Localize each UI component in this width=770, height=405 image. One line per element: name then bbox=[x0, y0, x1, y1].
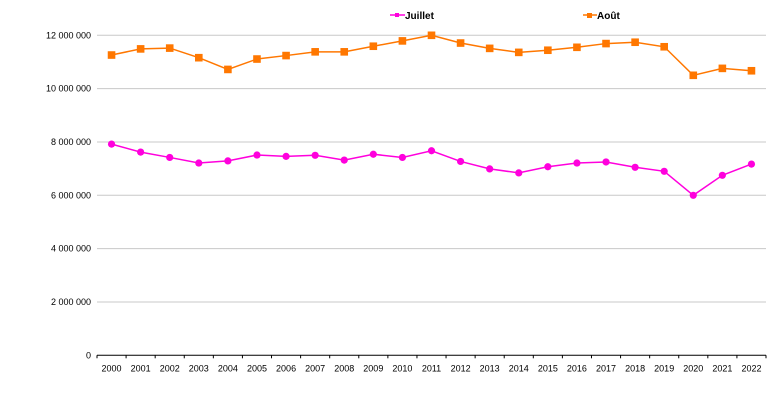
data-point[interactable] bbox=[136, 45, 145, 53]
x-tick-label: 2019 bbox=[654, 363, 674, 373]
data-point[interactable] bbox=[166, 153, 174, 162]
data-point[interactable] bbox=[747, 160, 756, 168]
x-tick-label: 2022 bbox=[741, 363, 761, 373]
x-tick-label: 2021 bbox=[712, 363, 732, 373]
legend: Juillet Août bbox=[390, 11, 620, 22]
y-tick-label: 2 000 000 bbox=[51, 297, 91, 307]
series-août bbox=[107, 31, 756, 80]
data-point[interactable] bbox=[253, 151, 261, 159]
data-point[interactable] bbox=[398, 37, 407, 45]
y-tick-label: 6 000 000 bbox=[51, 190, 91, 200]
x-tick-label: 2008 bbox=[334, 363, 354, 373]
x-tick-label: 2016 bbox=[567, 363, 587, 373]
data-point[interactable] bbox=[398, 153, 407, 162]
x-tick-label: 2002 bbox=[160, 363, 180, 373]
x-tick-label: 2009 bbox=[363, 363, 383, 373]
x-tick-label: 2018 bbox=[625, 363, 645, 373]
data-point[interactable] bbox=[486, 165, 494, 173]
data-point[interactable] bbox=[573, 43, 581, 52]
data-point[interactable] bbox=[340, 156, 348, 164]
data-point[interactable] bbox=[427, 147, 436, 155]
data-point[interactable] bbox=[107, 51, 116, 59]
data-point[interactable] bbox=[660, 167, 668, 175]
data-point[interactable] bbox=[718, 171, 726, 179]
y-tick-label: 8 000 000 bbox=[51, 137, 91, 147]
legend-label-juillet: Juillet bbox=[405, 11, 435, 22]
data-point[interactable] bbox=[311, 151, 319, 159]
x-tick-label: 2014 bbox=[509, 363, 529, 373]
data-point[interactable] bbox=[718, 64, 727, 73]
data-point[interactable] bbox=[107, 140, 116, 148]
data-point[interactable] bbox=[456, 157, 465, 166]
series-line bbox=[111, 34, 752, 77]
legend-item-juillet[interactable]: Juillet bbox=[390, 11, 435, 22]
y-tick-label: 0 bbox=[86, 350, 91, 360]
series-juillet bbox=[107, 140, 756, 199]
y-tick-label: 4 000 000 bbox=[51, 244, 91, 254]
data-point[interactable] bbox=[195, 159, 203, 167]
x-tick-label: 2007 bbox=[305, 363, 325, 373]
data-point[interactable] bbox=[602, 158, 610, 166]
legend-label-aout: Août bbox=[597, 11, 620, 22]
y-axis: 0 2 000 000 4 000 000 6 000 000 8 000 000 10 … bbox=[46, 30, 91, 360]
x-tick-label: 2017 bbox=[596, 363, 616, 373]
x-axis: 2000 2001 2002 2003 2004 2005 2006 2007 2008 2009… bbox=[96, 354, 767, 373]
legend-marker-juillet bbox=[395, 13, 399, 17]
data-point[interactable] bbox=[456, 39, 465, 47]
data-point[interactable] bbox=[485, 44, 494, 53]
x-tick-label: 2003 bbox=[189, 363, 209, 373]
data-point[interactable] bbox=[631, 163, 639, 171]
data-point[interactable] bbox=[224, 65, 232, 74]
legend-item-aout[interactable]: Août bbox=[583, 11, 620, 22]
data-point[interactable] bbox=[747, 66, 756, 75]
data-point[interactable] bbox=[602, 39, 610, 48]
data-point[interactable] bbox=[282, 51, 290, 60]
x-tick-label: 2006 bbox=[276, 363, 296, 373]
x-tick-label: 2015 bbox=[538, 363, 558, 373]
x-tick-label: 2010 bbox=[392, 363, 412, 373]
data-point[interactable] bbox=[544, 163, 552, 171]
data-point[interactable] bbox=[137, 148, 145, 156]
x-tick-label: 2012 bbox=[451, 363, 471, 373]
x-tick-label: 2013 bbox=[480, 363, 500, 373]
legend-marker-aout bbox=[587, 13, 592, 18]
data-point[interactable] bbox=[514, 48, 523, 57]
data-point[interactable] bbox=[195, 53, 203, 62]
series-layer bbox=[107, 31, 756, 199]
data-point[interactable] bbox=[660, 42, 668, 51]
data-point[interactable] bbox=[631, 38, 639, 47]
data-point[interactable] bbox=[311, 48, 319, 56]
data-point[interactable] bbox=[573, 159, 581, 167]
data-point[interactable] bbox=[689, 191, 697, 199]
x-tick-label: 2004 bbox=[218, 363, 238, 373]
x-tick-label: 2005 bbox=[247, 363, 267, 373]
data-point[interactable] bbox=[282, 152, 290, 160]
data-point[interactable] bbox=[515, 169, 523, 177]
data-point[interactable] bbox=[544, 46, 552, 55]
x-tick-label: 2020 bbox=[683, 363, 703, 373]
y-tick-label: 12 000 000 bbox=[46, 30, 91, 40]
data-point[interactable] bbox=[253, 55, 261, 63]
data-point[interactable] bbox=[340, 48, 349, 56]
x-tick-label: 2011 bbox=[422, 363, 441, 373]
data-point[interactable] bbox=[224, 157, 232, 165]
y-tick-label: 10 000 000 bbox=[46, 84, 91, 94]
data-point[interactable] bbox=[165, 44, 174, 52]
x-tick-label: 2001 bbox=[131, 363, 151, 373]
x-tick-label: 2000 bbox=[102, 363, 122, 373]
data-point[interactable] bbox=[689, 71, 698, 80]
data-point[interactable] bbox=[427, 31, 436, 40]
data-point[interactable] bbox=[369, 42, 378, 51]
data-point[interactable] bbox=[369, 150, 377, 158]
